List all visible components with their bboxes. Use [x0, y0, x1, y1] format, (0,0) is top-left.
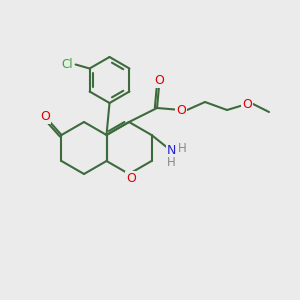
- Text: O: O: [242, 98, 252, 110]
- Text: Cl: Cl: [62, 58, 74, 71]
- Text: O: O: [40, 110, 50, 122]
- Text: N: N: [167, 145, 176, 158]
- Text: O: O: [176, 103, 186, 116]
- Text: O: O: [154, 74, 164, 86]
- Text: H: H: [178, 142, 187, 155]
- Text: H: H: [167, 157, 176, 169]
- Text: O: O: [126, 172, 136, 184]
